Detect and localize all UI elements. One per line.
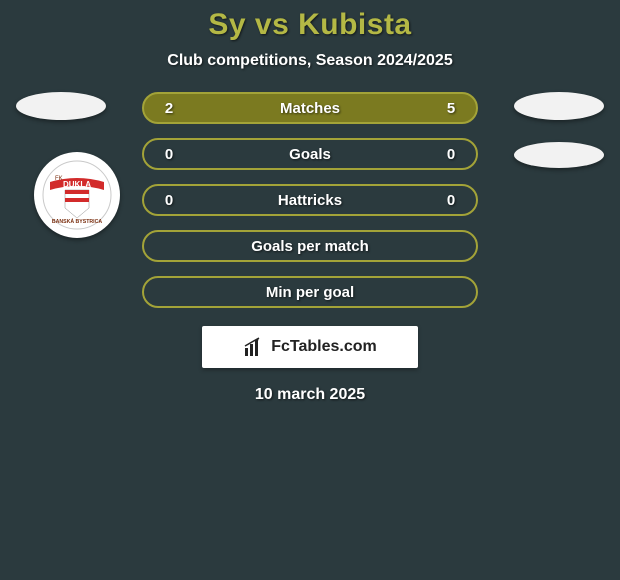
brand-attribution: FcTables.com: [202, 326, 418, 368]
club-badge-left: DUKLA BANSKÁ BYSTRICA FK: [34, 152, 120, 238]
stat-right-value: 5: [442, 100, 460, 117]
page-title: Sy vs Kubista: [208, 8, 411, 42]
bar-chart-icon: [243, 336, 265, 358]
stat-row-goals: 0Goals0: [142, 138, 478, 170]
date-label: 10 march 2025: [255, 386, 365, 404]
badge-ribbon-text: DUKLA: [63, 180, 91, 189]
stat-left-value: 0: [160, 192, 178, 209]
stat-label: Matches: [178, 100, 442, 117]
stat-row-goals-per-match: Goals per match: [142, 230, 478, 262]
subtitle: Club competitions, Season 2024/2025: [167, 52, 452, 70]
comparison-card: Sy vs Kubista Club competitions, Season …: [0, 0, 620, 580]
stat-right-value: 0: [442, 192, 460, 209]
stat-label: Hattricks: [178, 192, 442, 209]
stat-row-min-per-goal: Min per goal: [142, 276, 478, 308]
left-column: DUKLA BANSKÁ BYSTRICA FK: [16, 92, 106, 120]
stat-label: Min per goal: [178, 284, 442, 301]
brand-text: FcTables.com: [271, 338, 377, 356]
player-placeholder-right-top: [514, 92, 604, 120]
badge-fk-left: FK: [55, 176, 63, 182]
badge-bottom-text: BANSKÁ BYSTRICA: [52, 218, 102, 225]
club-crest-icon: DUKLA BANSKÁ BYSTRICA FK: [42, 160, 112, 230]
stat-right-value: 0: [442, 146, 460, 163]
stat-row-matches: 2Matches5: [142, 92, 478, 124]
player-placeholder-right-bottom: [514, 142, 604, 168]
stat-left-value: 0: [160, 146, 178, 163]
stat-left-value: 2: [160, 100, 178, 117]
stat-label: Goals per match: [178, 238, 442, 255]
stat-label: Goals: [178, 146, 442, 163]
player-placeholder-left: [16, 92, 106, 120]
stat-row-hattricks: 0Hattricks0: [142, 184, 478, 216]
right-column: [514, 92, 604, 168]
stats-area: DUKLA BANSKÁ BYSTRICA FK 2Matches50Goals…: [0, 92, 620, 308]
